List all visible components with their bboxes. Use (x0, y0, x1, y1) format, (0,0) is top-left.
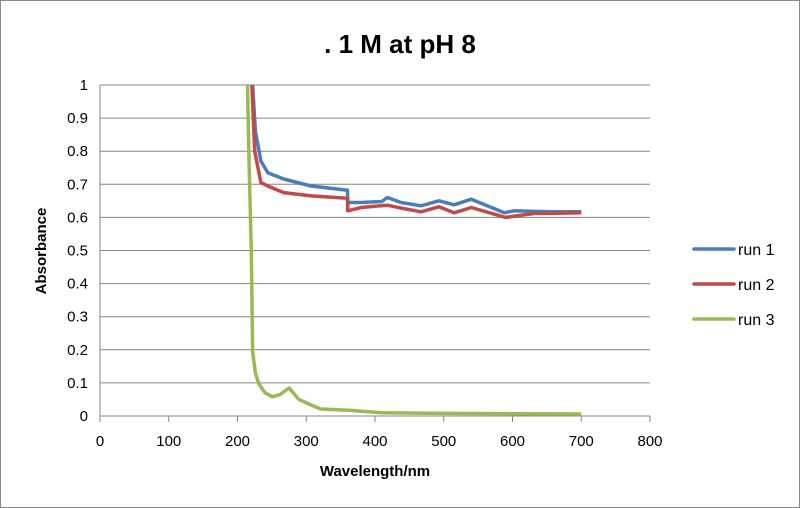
series-line-run-2 (250, 84, 582, 220)
y-tick-label: 0.4 (67, 276, 88, 293)
series-group (245, 84, 582, 416)
gridlines (100, 84, 650, 384)
y-axis-label: Absorbance (33, 208, 50, 295)
series-line-run-1 (250, 84, 582, 215)
x-axis-label: Wavelength/nm (320, 463, 430, 480)
x-tick-label: 400 (362, 433, 387, 450)
y-tick-label: 0.7 (67, 176, 88, 193)
x-tick-label: 200 (225, 433, 250, 450)
series-line-run-3 (245, 84, 582, 416)
y-tick-label: 0.1 (67, 375, 88, 392)
x-tick-label: 0 (96, 433, 104, 450)
legend-label: run 1 (738, 242, 775, 259)
chart-title: . 1 M at pH 8 (324, 29, 476, 59)
x-tick-label: 700 (569, 433, 594, 450)
axes: 0 0.1 0.2 0.3 0.4 0.5 0.6 0.7 0.8 0.9 1 0 100 200 300 4… (67, 77, 662, 450)
y-tick-label: 0.8 (67, 143, 88, 160)
y-tick-label: 0.6 (67, 209, 88, 226)
legend: run 1 run 2 run 3 (692, 242, 775, 329)
x-tick-label: 300 (294, 433, 319, 450)
y-tick-label: 1 (80, 77, 88, 94)
y-tick-label: 0.5 (67, 243, 88, 260)
x-tick-label: 600 (500, 433, 525, 450)
y-tick-label: 0 (80, 408, 88, 425)
x-tick-label: 800 (637, 433, 662, 450)
y-tick-label: 0.2 (67, 342, 88, 359)
y-tick-label: 0.9 (67, 110, 88, 127)
legend-label: run 3 (738, 312, 775, 329)
x-tick-label: 500 (431, 433, 456, 450)
legend-label: run 2 (738, 277, 775, 294)
x-tick-label: 100 (156, 433, 181, 450)
y-tick-label: 0.3 (67, 309, 88, 326)
